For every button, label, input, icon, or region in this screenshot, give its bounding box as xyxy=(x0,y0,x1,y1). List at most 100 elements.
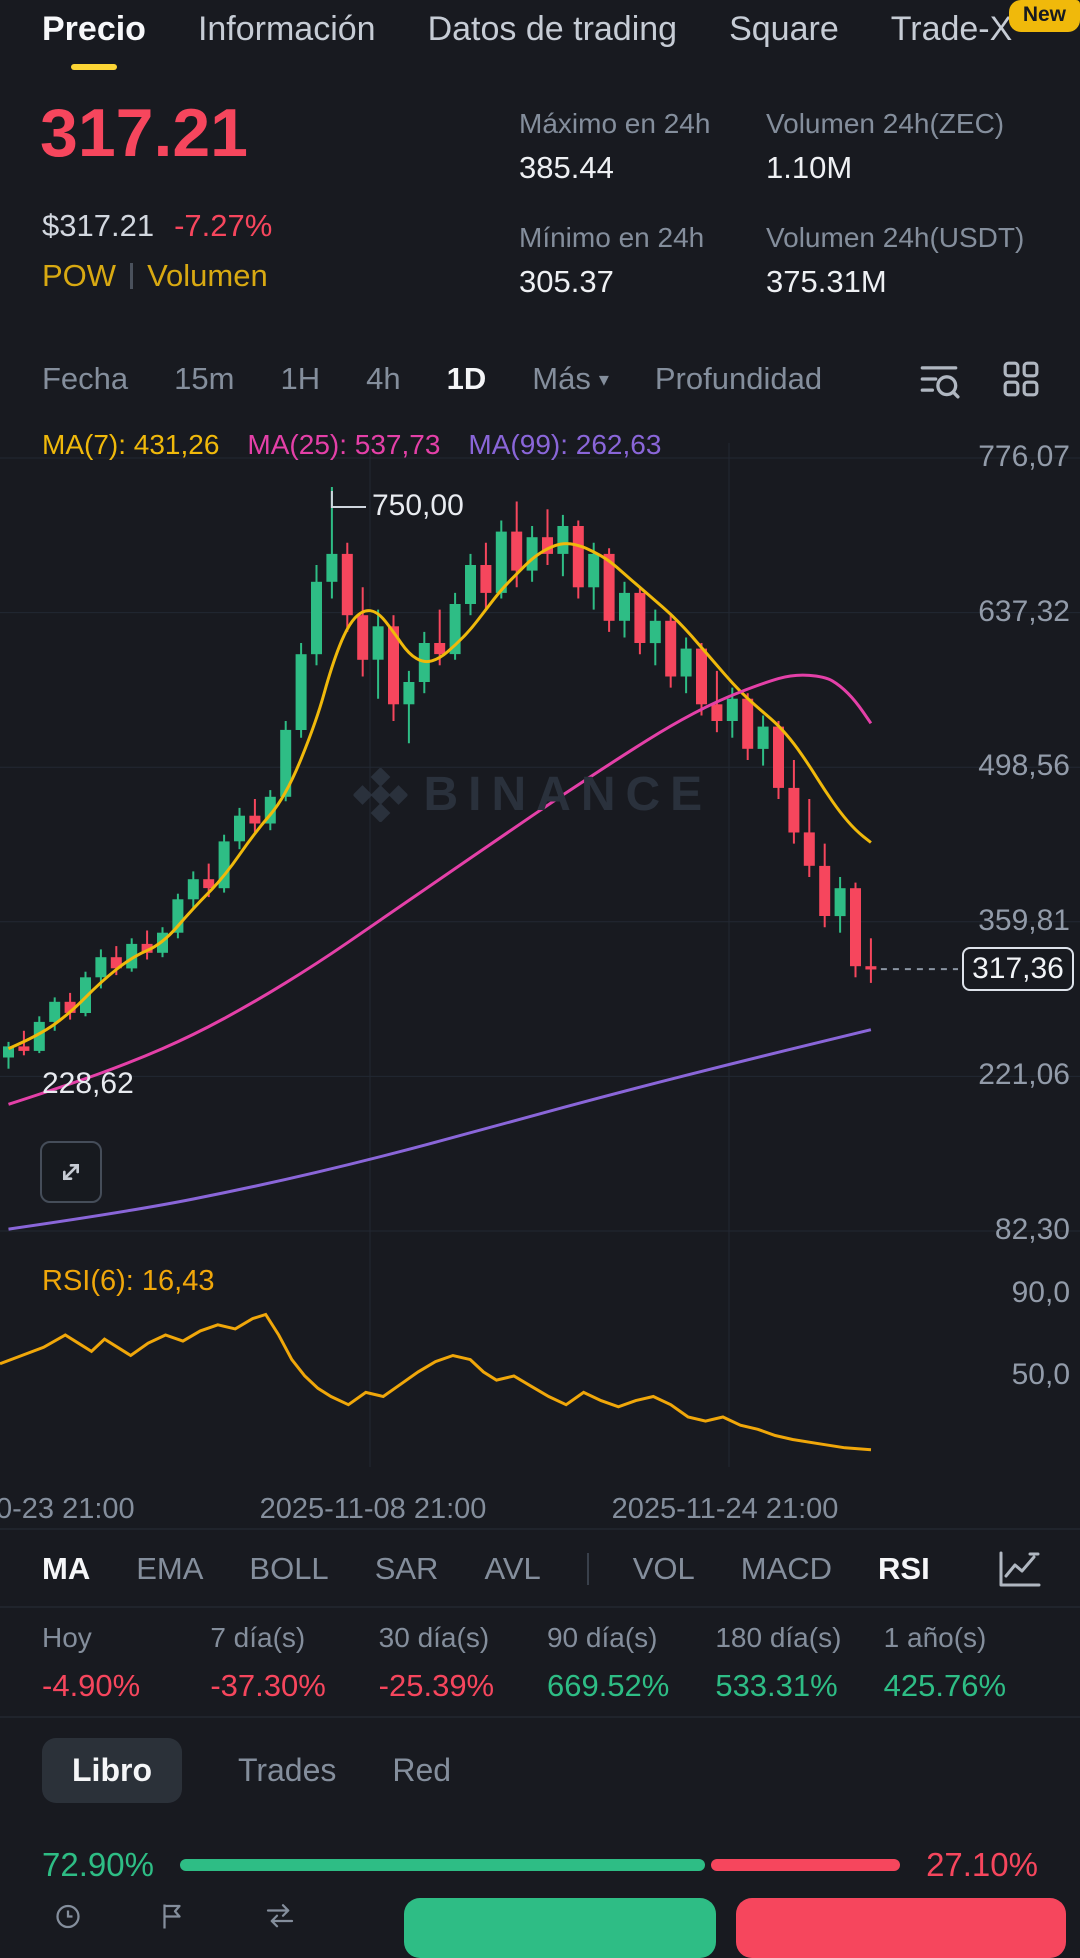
rsi-line xyxy=(0,1312,872,1452)
y-axis-tick: 221,06 xyxy=(978,1058,1070,1092)
candlestick-series xyxy=(3,487,877,1069)
flag-icon[interactable] xyxy=(152,1900,192,1930)
book-tab-trades[interactable]: Trades xyxy=(237,1752,337,1788)
buy-button[interactable] xyxy=(404,1898,716,1958)
nav-tabs: Precio Información Datos de trading Square T… xyxy=(42,10,1012,70)
rsi-axis-tick: 90,0 xyxy=(1011,1276,1070,1309)
stat-label: Mínimo en 24h xyxy=(519,222,705,253)
performance-30-d-a-s-: 30 día(s) -25.39% xyxy=(379,1622,547,1704)
chart-edit-icon[interactable] xyxy=(996,1548,1044,1590)
fullscreen-button[interactable] xyxy=(40,1141,102,1203)
performance-value: -37.30% xyxy=(210,1668,326,1703)
performance-value: 425.76% xyxy=(883,1668,1007,1703)
timeframe-label: Fecha xyxy=(42,361,129,396)
timeframe-label: Más xyxy=(532,361,591,396)
timeframe-15m[interactable]: 15m xyxy=(174,361,234,397)
timeframe-profundidad[interactable]: Profundidad xyxy=(655,361,822,397)
nav-tab-trade-x[interactable]: Trade-X xyxy=(891,10,1013,70)
price-alert-icon[interactable] xyxy=(48,1900,88,1930)
sell-percentage: 27.10% xyxy=(926,1846,1038,1883)
performance-hoy: Hoy -4.90% xyxy=(42,1622,210,1704)
watermark-text: BINANCE xyxy=(423,768,713,821)
indicator-settings-icon[interactable] xyxy=(918,359,960,399)
toolbar-icons xyxy=(918,359,1040,399)
y-axis-tick: 359,81 xyxy=(978,903,1070,937)
performance-90-d-a-s-: 90 día(s) 669.52% xyxy=(547,1622,715,1704)
indicator-macd[interactable]: MACD xyxy=(740,1551,833,1586)
token-tags: POW Volumen xyxy=(42,258,268,294)
nav-tab-label: Precio xyxy=(42,10,146,48)
performance-label: 90 día(s) xyxy=(546,1622,658,1653)
performance-value: -4.90% xyxy=(42,1668,141,1703)
compare-arrows-icon[interactable] xyxy=(258,1900,302,1930)
annotation-low: 228,62 xyxy=(42,1067,134,1100)
indicator-bar: MA EMA BOLL SAR AVL VOL MACD RSI xyxy=(0,1532,1080,1606)
book-tab-libro[interactable]: Libro xyxy=(42,1738,182,1803)
book-tab-red[interactable]: Red xyxy=(392,1752,452,1788)
last-price-tag: 317,36 xyxy=(962,947,1074,991)
binance-logo-icon xyxy=(353,767,408,822)
ma-legend: MA(7): 431,26 MA(25): 537,73 MA(99): 262,6… xyxy=(42,429,661,461)
stat-value: 1.10M xyxy=(766,150,853,185)
market-stat-m-nimo-en-24h: Mínimo en 24h 305.37 xyxy=(519,222,766,300)
binance-watermark: BINANCE xyxy=(353,767,712,822)
market-stats-grid: Máximo en 24h 385.44 Volumen 24h(ZEC) 1.10M… xyxy=(519,108,1024,300)
timeframe-4h[interactable]: 4h xyxy=(366,361,400,397)
sell-depth-segment xyxy=(710,1859,901,1871)
divider xyxy=(0,1716,1080,1718)
ma-label-ma-7-: MA(7): 431,26 xyxy=(42,429,220,460)
usd-price: $317.21 xyxy=(42,208,155,243)
x-axis-tick: 0-23 21:00 xyxy=(0,1493,135,1525)
nav-tab-label: Square xyxy=(729,10,839,48)
indicator-vol[interactable]: VOL xyxy=(632,1551,695,1586)
candlestick-chart[interactable] xyxy=(0,415,1080,1520)
stat-value: 375.31M xyxy=(766,264,887,299)
timeframe-m-s[interactable]: Más ▾ xyxy=(532,361,609,397)
indicator-sar[interactable]: SAR xyxy=(374,1551,439,1586)
performance-label: 1 año(s) xyxy=(883,1622,987,1653)
timeframe-1h[interactable]: 1H xyxy=(280,361,320,397)
performance-1-a-o-s-: 1 año(s) 425.76% xyxy=(884,1622,1052,1704)
ma-line-ma7 xyxy=(7,542,872,1050)
grid-layout-icon[interactable] xyxy=(1002,360,1040,398)
y-axis-tick: 82,30 xyxy=(994,1213,1070,1246)
timeframe-fecha[interactable]: Fecha xyxy=(42,361,128,397)
rsi-axis-tick: 50,0 xyxy=(1011,1358,1070,1391)
volume-tag[interactable]: Volumen xyxy=(147,258,268,293)
stat-label: Volumen 24h(USDT) xyxy=(766,222,1025,253)
pow-tag[interactable]: POW xyxy=(42,258,117,293)
indicator-rsi[interactable]: RSI xyxy=(878,1551,930,1586)
stat-label: Volumen 24h(ZEC) xyxy=(766,108,1005,139)
rsi-legend: RSI(6): 16,43 xyxy=(42,1265,215,1297)
chart-toolbar: Fecha 15m 1H 4h 1D Más ▾ Profundidad xyxy=(0,352,1080,406)
performance-value: 669.52% xyxy=(546,1668,670,1703)
performance-value: -25.39% xyxy=(378,1668,495,1703)
indicator-ma[interactable]: MA xyxy=(42,1551,91,1586)
stat-label: Máximo en 24h xyxy=(519,108,711,139)
indicator-avl[interactable]: AVL xyxy=(484,1551,541,1586)
x-axis-tick: 2025-11-24 21:00 xyxy=(611,1493,839,1525)
nav-tab-precio[interactable]: Precio xyxy=(42,10,146,70)
nav-tab-informaci-n[interactable]: Información xyxy=(198,10,376,70)
nav-tab-square[interactable]: Square xyxy=(729,10,839,70)
book-tabs: Libro Trades Red xyxy=(42,1738,451,1803)
indicator-boll[interactable]: BOLL xyxy=(249,1551,329,1586)
nav-tab-datos-de-trading[interactable]: Datos de trading xyxy=(428,10,678,70)
timeframe-label: 1H xyxy=(280,361,321,396)
tag-separator xyxy=(130,263,134,289)
bottom-action-bar xyxy=(0,1894,1080,1958)
indicator-ema[interactable]: EMA xyxy=(136,1551,204,1586)
performance-7-d-a-s-: 7 día(s) -37.30% xyxy=(210,1622,378,1704)
stat-value: 385.44 xyxy=(519,150,614,185)
buy-percentage: 72.90% xyxy=(42,1846,154,1883)
price-chart: BINANCE MA(7): 431,26 MA(25): 537,73 MA(99… xyxy=(0,415,1080,1525)
indicator-divider xyxy=(586,1553,589,1585)
timeframe-label: 15m xyxy=(174,361,235,396)
timeframe-label: 4h xyxy=(366,361,401,396)
timeframe-label: Profundidad xyxy=(654,361,823,396)
sell-button[interactable] xyxy=(736,1898,1066,1958)
performance-label: Hoy xyxy=(42,1622,92,1653)
last-price: 317.21 xyxy=(40,95,248,171)
timeframe-1d[interactable]: 1D xyxy=(447,361,487,397)
performance-value: 533.31% xyxy=(715,1668,838,1703)
